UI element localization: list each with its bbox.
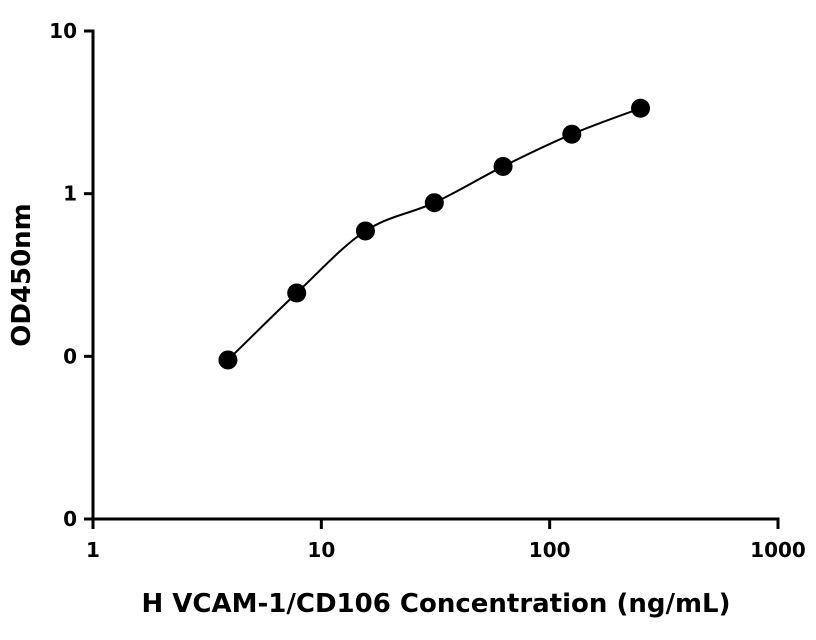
x-tick-label: 1: [86, 538, 100, 562]
data-points: [218, 98, 651, 370]
y-tick-label: 1: [63, 182, 77, 206]
y-axis-title: OD450nm: [7, 203, 37, 347]
data-point: [355, 221, 375, 241]
fit-curve: [227, 107, 641, 361]
y-tick-label: 0: [63, 344, 77, 368]
y-tick-label: 0: [63, 507, 77, 531]
data-point: [562, 124, 582, 144]
x-tick-label: 10: [307, 538, 335, 562]
data-point: [424, 193, 444, 213]
x-axis-ticks: 1 10 100 1000: [86, 519, 806, 562]
y-axis-ticks: 0 0 1 10: [49, 19, 93, 531]
x-tick-label: 100: [529, 538, 571, 562]
y-tick-label: 10: [49, 19, 77, 43]
data-point: [218, 350, 238, 370]
data-point: [493, 156, 513, 176]
data-point: [287, 283, 307, 303]
x-tick-label: 1000: [750, 538, 806, 562]
data-point: [631, 98, 651, 118]
x-axis-title: H VCAM-1/CD106 Concentration (ng/mL): [142, 589, 731, 619]
